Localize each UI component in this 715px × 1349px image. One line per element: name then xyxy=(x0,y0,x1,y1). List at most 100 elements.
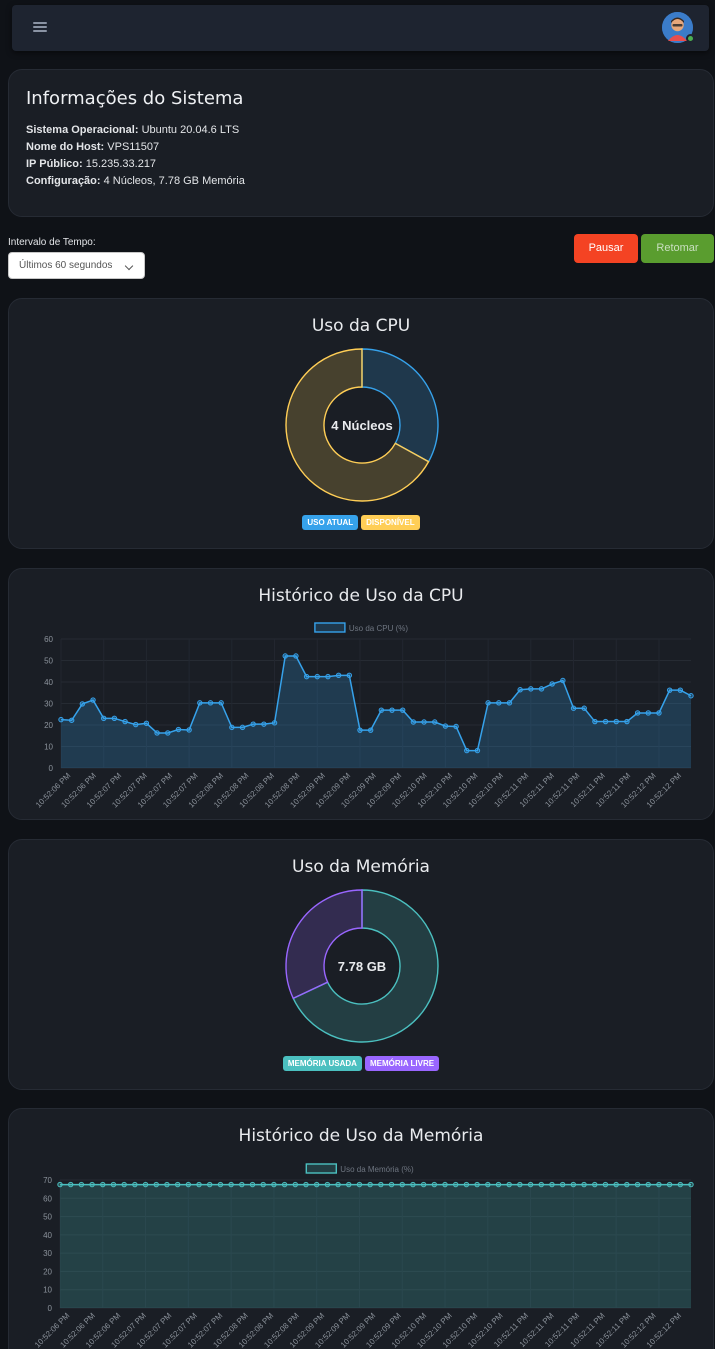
cpu-history-point[interactable] xyxy=(367,727,374,733)
mem-history-point[interactable] xyxy=(634,1181,641,1188)
cpu-history-point[interactable] xyxy=(560,677,566,684)
mem-history-point[interactable] xyxy=(688,1181,694,1188)
cpu-history-point[interactable] xyxy=(442,723,449,729)
cpu-history-point[interactable] xyxy=(624,718,630,725)
mem-history-legend-swatch[interactable] xyxy=(305,1163,337,1174)
cpu-history-point[interactable] xyxy=(143,720,150,726)
mem-history-point[interactable] xyxy=(474,1181,480,1188)
mem-history-point[interactable] xyxy=(78,1181,85,1188)
mem-history-point[interactable] xyxy=(239,1181,245,1188)
cpu-history-point[interactable] xyxy=(207,700,214,706)
mem-history-point[interactable] xyxy=(292,1181,298,1188)
mem-history-point[interactable] xyxy=(677,1181,684,1188)
mem-history-point[interactable] xyxy=(581,1181,587,1188)
cpu-history-point[interactable] xyxy=(410,719,417,725)
cpu-history-point[interactable] xyxy=(218,700,224,706)
mem-history-point[interactable] xyxy=(67,1181,74,1188)
cpu-history-point[interactable] xyxy=(389,707,395,713)
cpu-history-point[interactable] xyxy=(293,653,299,659)
cpu-history-point[interactable] xyxy=(421,719,427,725)
mem-history-point[interactable] xyxy=(196,1181,202,1188)
mem-history-point[interactable] xyxy=(399,1181,405,1188)
cpu-history-point[interactable] xyxy=(602,718,609,725)
mem-history-point[interactable] xyxy=(506,1181,512,1188)
cpu-history-point[interactable] xyxy=(432,719,438,725)
mem-history-point[interactable] xyxy=(335,1181,341,1188)
cpu-history-point[interactable] xyxy=(517,687,523,693)
mem-history-point[interactable] xyxy=(420,1181,427,1188)
mem-doughnut-slice-1[interactable] xyxy=(285,889,363,1000)
cpu-history-point[interactable] xyxy=(335,672,342,679)
cpu-history-point[interactable] xyxy=(271,720,278,726)
cpu-history-point[interactable] xyxy=(581,705,587,711)
cpu-doughnut-slice-1[interactable] xyxy=(285,348,430,502)
cpu-history-point[interactable] xyxy=(634,710,641,716)
mem-history-point[interactable] xyxy=(174,1181,181,1188)
mem-history-point[interactable] xyxy=(367,1181,373,1188)
cpu-history-point[interactable] xyxy=(645,710,651,716)
mem-history-point[interactable] xyxy=(527,1181,534,1188)
mem-history-point[interactable] xyxy=(624,1181,630,1188)
mem-history-point[interactable] xyxy=(100,1181,106,1188)
mem-history-point[interactable] xyxy=(121,1181,127,1188)
mem-history-point[interactable] xyxy=(559,1181,566,1188)
mem-history-point[interactable] xyxy=(592,1181,598,1188)
cpu-history-point[interactable] xyxy=(570,705,577,711)
mem-history-point[interactable] xyxy=(185,1181,192,1188)
mem-history-point[interactable] xyxy=(645,1181,651,1188)
mem-history-point[interactable] xyxy=(538,1181,544,1188)
cpu-history-point[interactable] xyxy=(314,673,320,680)
user-avatar-icon[interactable] xyxy=(662,12,695,43)
mem-history-point[interactable] xyxy=(303,1181,309,1188)
mem-history-point[interactable] xyxy=(602,1181,609,1188)
mem-history-point[interactable] xyxy=(324,1181,331,1188)
cpu-history-point[interactable] xyxy=(165,730,171,736)
mem-history-point[interactable] xyxy=(313,1181,320,1188)
cpu-history-point[interactable] xyxy=(506,700,513,706)
mem-history-point[interactable] xyxy=(207,1181,213,1188)
cpu-history-point[interactable] xyxy=(282,653,288,659)
mem-history-point[interactable] xyxy=(217,1181,224,1188)
cpu-history-point[interactable] xyxy=(250,721,256,727)
cpu-history-point[interactable] xyxy=(68,717,75,723)
cpu-history-legend-label[interactable]: Uso da CPU (%) xyxy=(349,624,408,633)
mem-history-point[interactable] xyxy=(228,1181,234,1188)
interval-select[interactable]: Últimos 60 segundos xyxy=(8,252,145,279)
cpu-history-point[interactable] xyxy=(399,707,406,713)
mem-history-legend-label[interactable]: Uso da Memória (%) xyxy=(340,1165,414,1174)
cpu-history-point[interactable] xyxy=(303,673,310,680)
cpu-history-point[interactable] xyxy=(325,673,331,680)
mem-history-point[interactable] xyxy=(517,1181,523,1188)
cpu-history-point[interactable] xyxy=(58,716,64,723)
mem-history-point[interactable] xyxy=(613,1181,619,1188)
mem-history-point[interactable] xyxy=(656,1181,662,1188)
cpu-history-point[interactable] xyxy=(549,681,555,687)
mem-history-point[interactable] xyxy=(570,1181,577,1188)
cpu-history-point[interactable] xyxy=(229,724,235,731)
cpu-history-point[interactable] xyxy=(261,721,267,727)
cpu-history-point[interactable] xyxy=(378,707,385,713)
mem-history-point[interactable] xyxy=(549,1181,555,1188)
mem-history-point[interactable] xyxy=(346,1181,352,1188)
cpu-history-point[interactable] xyxy=(154,730,160,736)
mem-history-point[interactable] xyxy=(142,1181,149,1188)
mem-history-point[interactable] xyxy=(442,1181,448,1188)
mem-history-point[interactable] xyxy=(153,1181,159,1188)
mem-history-point[interactable] xyxy=(356,1181,363,1188)
resume-button[interactable]: Retomar xyxy=(641,234,714,263)
cpu-history-point[interactable] xyxy=(538,686,545,692)
mem-history-point[interactable] xyxy=(249,1181,256,1188)
mem-history-point[interactable] xyxy=(260,1181,266,1188)
mem-history-point[interactable] xyxy=(378,1181,384,1188)
mem-history-point[interactable] xyxy=(495,1181,502,1188)
cpu-history-point[interactable] xyxy=(197,700,203,706)
mem-history-point[interactable] xyxy=(485,1181,491,1188)
cpu-history-point[interactable] xyxy=(453,723,459,730)
cpu-history-point[interactable] xyxy=(239,724,246,731)
cpu-history-point[interactable] xyxy=(101,715,107,722)
mem-history-point[interactable] xyxy=(164,1181,170,1188)
mem-history-point[interactable] xyxy=(89,1181,95,1188)
mem-history-point[interactable] xyxy=(281,1181,288,1188)
cpu-history-legend-swatch[interactable] xyxy=(314,622,346,633)
cpu-history-point[interactable] xyxy=(175,726,182,733)
